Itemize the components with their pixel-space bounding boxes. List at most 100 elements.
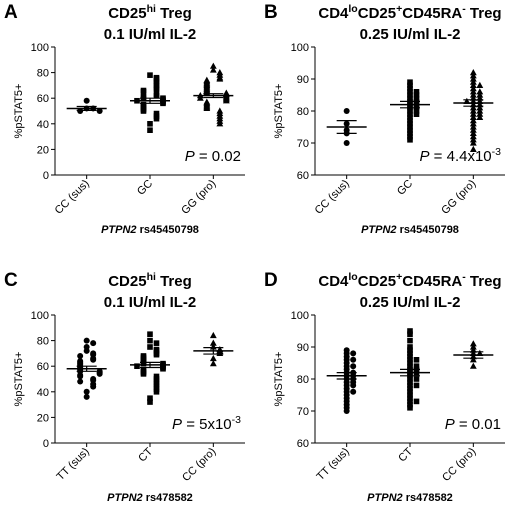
point bbox=[407, 392, 413, 398]
point bbox=[77, 352, 84, 359]
panel: C CD25hi Treg 0.1 IU/ml IL-2 0 20 40 60 80 100 %p… bbox=[4, 270, 245, 504]
point bbox=[407, 114, 413, 121]
y-tick-label: 60 bbox=[37, 361, 49, 373]
point bbox=[407, 357, 413, 363]
panel-letter: D bbox=[264, 270, 278, 291]
point bbox=[90, 383, 97, 390]
x-tick-label: GC bbox=[395, 178, 415, 198]
p-value: P = 0.01 bbox=[445, 416, 501, 433]
chart-subtitle: 0.25 IU/ml IL-2 bbox=[360, 294, 461, 311]
text-segment: rs45450798 bbox=[397, 224, 459, 236]
x-tick-label: CT bbox=[396, 445, 415, 464]
chart-title: CD4loCD25+CD45RA- Treg bbox=[318, 271, 501, 290]
point bbox=[469, 356, 477, 363]
point bbox=[407, 127, 413, 133]
point bbox=[407, 389, 413, 395]
point bbox=[413, 111, 420, 117]
point bbox=[407, 137, 413, 143]
point bbox=[134, 363, 140, 369]
point bbox=[160, 100, 166, 107]
point bbox=[140, 89, 147, 95]
point bbox=[153, 389, 160, 395]
y-tick-label: 80 bbox=[37, 68, 49, 80]
point bbox=[469, 110, 477, 117]
text-segment: lo bbox=[348, 3, 357, 15]
point bbox=[90, 340, 97, 347]
y-axis-label: %pSTAT5+ bbox=[13, 84, 25, 139]
point bbox=[153, 115, 160, 122]
point bbox=[469, 104, 477, 111]
point bbox=[407, 124, 413, 130]
text-segment: PTPN2 bbox=[367, 492, 402, 504]
x-tick-label: GG (pro) bbox=[179, 178, 218, 217]
text-segment: P bbox=[185, 148, 195, 165]
point bbox=[83, 337, 90, 344]
text-segment: hi bbox=[147, 271, 156, 283]
p-value: P = 0.02 bbox=[185, 148, 241, 165]
point bbox=[469, 107, 477, 114]
point bbox=[147, 395, 153, 401]
point bbox=[407, 85, 413, 92]
point bbox=[160, 365, 166, 372]
point bbox=[413, 95, 420, 101]
text-segment: PTPN2 bbox=[361, 224, 396, 236]
y-tick-label: 100 bbox=[291, 310, 309, 322]
point bbox=[469, 88, 477, 95]
text-segment: = 0.02 bbox=[195, 148, 241, 165]
point bbox=[413, 398, 420, 405]
point bbox=[407, 347, 413, 353]
point bbox=[469, 123, 477, 130]
x-tick-label: GG (pro) bbox=[439, 178, 478, 217]
point bbox=[413, 363, 420, 369]
text-segment: rs45450798 bbox=[137, 224, 199, 236]
point bbox=[77, 378, 84, 385]
y-axis-label: %pSTAT5+ bbox=[273, 352, 285, 407]
text-segment: CD25 bbox=[108, 5, 146, 22]
y-axis-label: %pSTAT5+ bbox=[13, 352, 25, 407]
point bbox=[153, 92, 160, 99]
point bbox=[216, 75, 224, 82]
point bbox=[413, 376, 420, 382]
chart-title: CD4loCD25+CD45RA- Treg bbox=[318, 3, 501, 22]
y-tick-label: 40 bbox=[37, 119, 49, 131]
point bbox=[476, 88, 484, 95]
point bbox=[469, 69, 477, 76]
point bbox=[196, 94, 204, 101]
point bbox=[96, 108, 103, 114]
x-tick-label: CC (sus) bbox=[313, 178, 352, 217]
point bbox=[77, 108, 84, 114]
point bbox=[407, 353, 413, 360]
chart-subtitle: 0.1 IU/ml IL-2 bbox=[104, 294, 197, 311]
point bbox=[407, 89, 413, 95]
point bbox=[350, 388, 357, 395]
point bbox=[407, 117, 413, 124]
y-tick-label: 80 bbox=[297, 106, 309, 118]
point bbox=[407, 363, 413, 369]
point bbox=[203, 104, 211, 112]
point bbox=[469, 126, 477, 133]
text-segment: -3 bbox=[492, 146, 501, 158]
point bbox=[147, 399, 153, 405]
point bbox=[407, 337, 413, 344]
y-tick-label: 60 bbox=[297, 438, 309, 450]
point bbox=[77, 373, 84, 380]
point bbox=[413, 382, 420, 389]
text-segment: CD45RA bbox=[402, 273, 462, 290]
point bbox=[343, 140, 350, 146]
panel-letter: B bbox=[264, 2, 278, 23]
y-tick-label: 80 bbox=[37, 336, 49, 348]
point bbox=[209, 66, 217, 73]
point bbox=[407, 95, 413, 101]
y-tick-label: 70 bbox=[297, 406, 309, 418]
text-segment: - bbox=[462, 3, 466, 15]
point bbox=[83, 347, 90, 354]
chart-title: CD25hi Treg bbox=[108, 271, 192, 290]
panel-letter: C bbox=[4, 270, 18, 291]
text-segment: Treg bbox=[156, 273, 192, 290]
point bbox=[407, 385, 413, 392]
text-segment: = 5x10 bbox=[182, 416, 232, 433]
x-axis-label: PTPN2 rs45450798 bbox=[361, 224, 459, 236]
text-segment: Treg bbox=[466, 5, 502, 22]
y-tick-label: 20 bbox=[37, 412, 49, 424]
